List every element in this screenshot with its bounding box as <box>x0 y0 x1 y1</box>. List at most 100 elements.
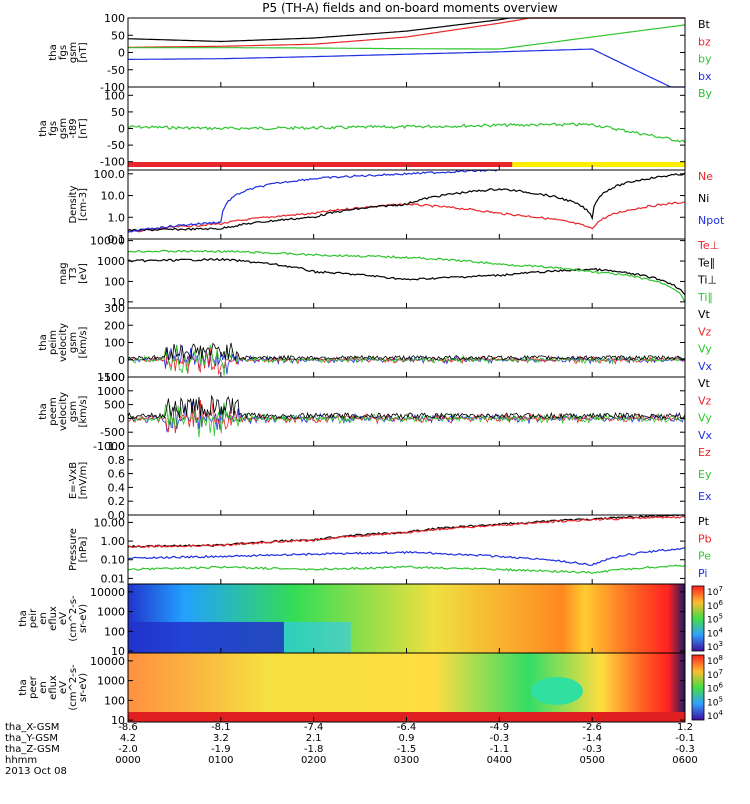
y-tick-label: -100 <box>100 156 125 169</box>
y-axis-label-line: [eV] <box>78 263 89 284</box>
panel-frame <box>127 376 686 447</box>
y-tick-label: 0.10 <box>101 554 126 567</box>
colorbar-scale <box>691 585 705 652</box>
y-axis-label-line: fgs <box>48 121 59 136</box>
legend-entry: bz <box>698 35 711 48</box>
y-tick-label: 100 <box>104 337 125 350</box>
y-axis-label: tha fgs gsm [nT] <box>48 42 89 63</box>
colorbar-base: 10 <box>707 712 719 722</box>
y-axis-label-line: tha <box>38 403 49 419</box>
y-axis-label-line: tha <box>48 44 59 60</box>
legend-entry: Vy <box>698 343 712 356</box>
y-axis-label-line: [mV/m] <box>78 462 89 500</box>
legend-entry: Vt <box>698 308 711 321</box>
y-axis-label-line: gsm <box>68 401 79 422</box>
y-tick-label: -500 <box>100 426 125 439</box>
y-tick-label: -50 <box>107 139 125 152</box>
legend-entry: Vx <box>698 429 713 442</box>
y-axis-label-line: velocity <box>58 392 69 431</box>
y-axis-label-line: mag <box>58 262 69 284</box>
y-tick-label: 10.00 <box>94 516 126 529</box>
series-line-bx <box>128 48 685 88</box>
colorbar-exponent: 6 <box>718 599 723 607</box>
legend-entry: Pe <box>698 550 711 563</box>
footer-value: -8.6 <box>118 722 138 733</box>
y-axis-label-line: sr-eV) <box>78 604 89 633</box>
panel-frame <box>127 17 686 88</box>
y-axis-label: mag T3 [eV] <box>58 262 89 284</box>
y-tick-label: 0.8 <box>108 454 126 467</box>
y-tick-label: 1.0 <box>108 440 126 453</box>
colorbar-exponent: 8 <box>718 654 722 662</box>
y-axis-label: Density [cm-3] <box>68 185 89 223</box>
footer-value: -0.3 <box>490 733 510 744</box>
footer-row-label: tha_Z-GSM <box>5 744 60 755</box>
series-line-By <box>127 122 686 144</box>
y-axis-label-line: en <box>38 681 49 694</box>
y-tick-label: 100 <box>104 89 125 102</box>
velocity-trace-red <box>127 346 686 376</box>
colorbar-exponent: 4 <box>718 709 723 717</box>
footer-value: 2.1 <box>306 733 322 744</box>
y-axis-label-line: [nT] <box>78 118 89 138</box>
colorbar-base: 10 <box>707 685 719 695</box>
y-tick-label: 0.4 <box>108 481 126 494</box>
footer-value: -2.0 <box>118 744 138 755</box>
y-axis-label-line: -t89 <box>68 118 79 138</box>
mode-bar-slow <box>128 162 513 167</box>
y-tick-label: 0 <box>118 123 125 136</box>
y-tick-label: 0 <box>118 47 125 60</box>
colorbar-label: 103 <box>707 640 723 653</box>
colorbar-base: 10 <box>707 671 719 681</box>
velocity-trace-green <box>127 402 686 438</box>
footer-value: -1.5 <box>397 744 417 755</box>
footer-value: -0.1 <box>675 733 695 744</box>
colorbar-exponent: 7 <box>718 668 722 676</box>
y-axis-label: tha peem velocity gsm [km/s] <box>38 392 89 431</box>
footer-value: 4.2 <box>120 733 136 744</box>
footer-value: 0400 <box>487 755 512 766</box>
y-axis-label-line: fgs <box>58 45 69 60</box>
panel-frame <box>127 445 686 516</box>
y-axis-label-line: gsm <box>68 42 79 63</box>
legend-entry: by <box>698 53 712 66</box>
legend-entry: Pb <box>698 532 712 545</box>
y-tick-label: 50 <box>111 106 125 119</box>
y-axis-label: tha peim velocity gsm [km/s] <box>38 323 89 362</box>
y-axis-label-line: velocity <box>58 323 69 362</box>
y-tick-label: 10000 <box>90 235 125 248</box>
colorbar-base: 10 <box>707 616 719 626</box>
colorbar-base: 10 <box>707 588 719 598</box>
footer-value: 0.9 <box>399 733 415 744</box>
panel-temperature: 10000 1000 100 10 mag T3 [eV] Te⊥ Te∥ Ti⊥ Ti∥ <box>58 235 719 309</box>
y-axis-label-line: tha <box>38 334 49 350</box>
colorbar-base: 10 <box>707 602 719 612</box>
y-axis-label-line: gsm <box>68 332 79 353</box>
colorbar-label: 105 <box>707 613 723 626</box>
legend-entry: Vt <box>698 377 711 390</box>
panel-ion-velocity: 300 200 100 0 -100 tha peim velocity gsm [km/s] Vt… <box>38 302 713 384</box>
y-axis-label-line: [km/s] <box>78 326 89 358</box>
colorbar-base: 10 <box>707 629 719 639</box>
y-axis-label-line: peer <box>28 675 39 699</box>
footer-row-label: hhmm <box>5 755 37 766</box>
y-axis-label-line: [nT] <box>78 42 89 62</box>
colorbar-base: 10 <box>707 657 719 667</box>
y-tick-label: 100 <box>104 625 125 638</box>
series-line-Pi <box>127 547 686 566</box>
colorbar-exponent: 3 <box>718 640 722 648</box>
colorbar-label: 104 <box>707 709 723 722</box>
footer-value: -1.8 <box>304 744 324 755</box>
y-axis-label-line: peim <box>48 330 59 355</box>
footer-value: -6.4 <box>397 722 417 733</box>
footer-value: -8.1 <box>211 722 231 733</box>
colorbar-label: 108 <box>707 654 723 667</box>
panel-fgs: 100 50 0 -50 -100 tha fgs gsm [nT] Bt bz by bx <box>48 12 712 94</box>
y-axis-label-line: peem <box>48 397 59 425</box>
y-axis-label-line: peir <box>28 608 39 628</box>
y-tick-label: 0.0 <box>108 509 126 522</box>
